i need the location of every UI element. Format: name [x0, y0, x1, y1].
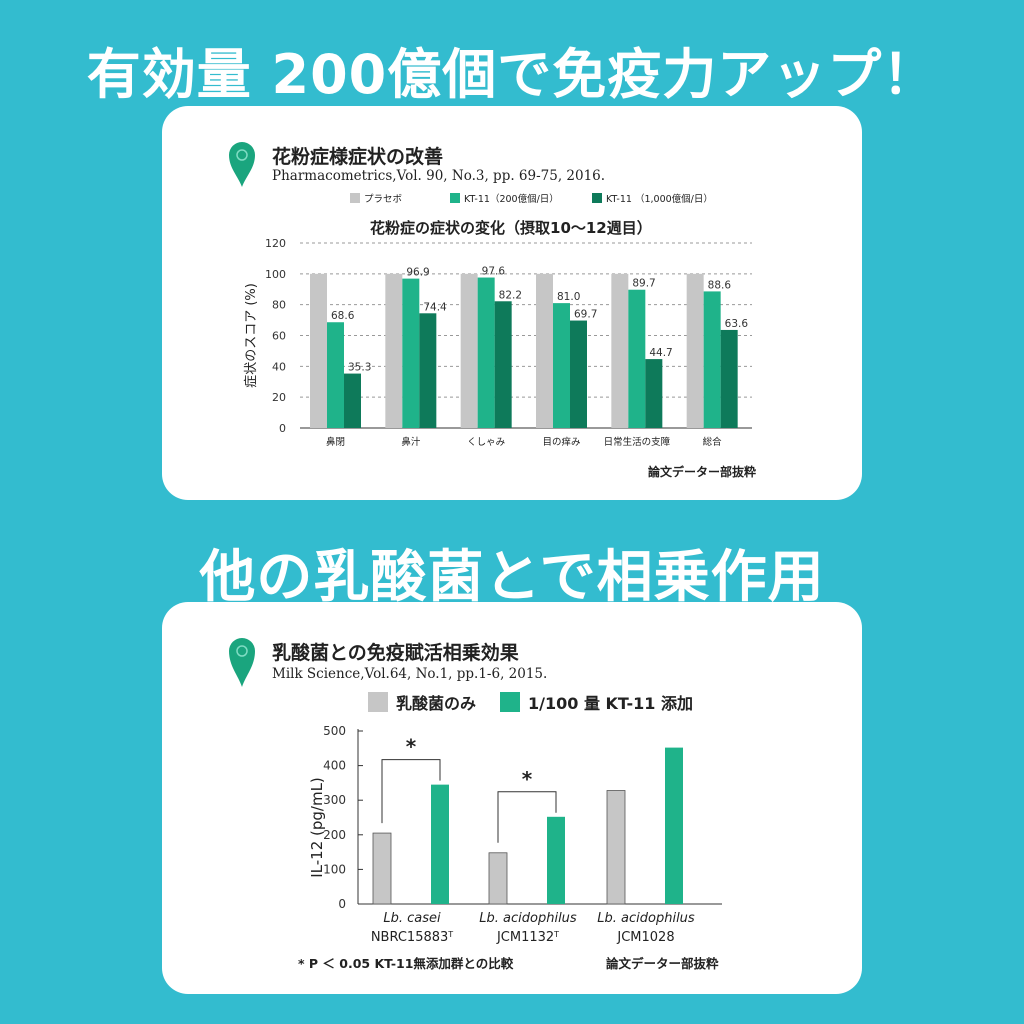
x-tick-label: JCM1028 [616, 930, 674, 945]
bar [419, 313, 437, 428]
bar [488, 852, 508, 905]
y-tick-label: 0 [279, 422, 286, 435]
bar [431, 784, 449, 904]
bar [547, 816, 565, 904]
y-tick-label: 100 [265, 268, 286, 281]
data-label: 63.6 [725, 318, 749, 330]
x-tick-label: 総合 [703, 436, 723, 448]
bar [460, 273, 478, 428]
y-tick-label: 100 [323, 862, 346, 876]
x-tick-label: 鼻閉 [326, 436, 345, 448]
bar [570, 320, 587, 428]
significance-bracket [381, 759, 441, 824]
bar [606, 790, 626, 905]
x-tick-label: 鼻汁 [401, 436, 421, 448]
x-tick-label: くしゃみ [467, 437, 505, 448]
map-pin-icon [229, 142, 255, 187]
significance-bracket [497, 791, 557, 843]
y-axis-label: 症状のスコア (%) [244, 283, 259, 388]
x-tick-label: 目の痒み [542, 436, 580, 448]
bar [385, 273, 403, 428]
y-tick-label: 0 [338, 897, 346, 911]
data-label: 44.7 [649, 347, 672, 359]
data-label: 88.6 [708, 279, 732, 291]
data-label: 68.6 [331, 310, 355, 322]
bar [703, 291, 721, 428]
legend-swatch [350, 193, 360, 203]
y-tick-label: 60 [272, 330, 286, 343]
legend-label: プラセボ [364, 194, 403, 205]
y-axis-label: IL-12 (pg/mL) [308, 777, 326, 878]
data-label: 74.4 [423, 301, 447, 313]
data-label: 89.7 [632, 278, 655, 290]
bar [372, 832, 392, 905]
superscript: T [553, 930, 559, 939]
bar [611, 273, 629, 428]
legend-swatch [500, 692, 520, 712]
footnote: * P ＜ 0.05 KT-11無添加群との比較 [298, 956, 514, 971]
legend-label: KT-11 （1,000億個/日） [606, 193, 713, 205]
legend-swatch [450, 193, 460, 203]
il12-bar-chart: 乳酸菌のみ 1/100 量 KT-11 添加 0 100 200 300 400 500 IL-… [298, 692, 722, 971]
data-label: 35.3 [348, 362, 371, 374]
citation: Pharmacometrics,Vol. 90, No.3, pp. 69-75… [272, 168, 606, 184]
map-pin-icon [229, 638, 255, 687]
bar [553, 303, 570, 428]
bar [536, 273, 553, 428]
y-tick-label: 200 [323, 828, 346, 842]
chart-subtitle: 花粉症の症状の変化（摂取10〜12週目） [370, 219, 652, 237]
x-tick-label: NBRC15883T [371, 930, 453, 946]
bar [477, 277, 495, 428]
bar [628, 289, 646, 428]
bar [720, 329, 738, 428]
headline-middle: 他の乳酸菌とで相乗作用 [199, 545, 825, 610]
chart-panel-synergy: 乳酸菌との免疫賦活相乗効果 Milk Science,Vol.64, No.1,… [162, 602, 862, 994]
bar [686, 273, 704, 428]
bar [402, 278, 420, 428]
y-tick-label: 120 [265, 237, 286, 250]
data-label: 82.2 [499, 289, 522, 301]
x-tick-label: Lb. casei [383, 911, 441, 926]
data-label: 97.6 [482, 266, 506, 278]
significance-mark: * [522, 767, 533, 791]
legend-label: KT-11（200億個/日） [464, 193, 559, 205]
bar [665, 747, 683, 904]
y-tick-label: 300 [323, 793, 346, 807]
legend-swatch [368, 692, 388, 712]
y-tick-label: 500 [323, 724, 346, 738]
bar [327, 322, 344, 428]
chart-title: 花粉症様症状の改善 [272, 146, 444, 168]
superscript: T [447, 930, 453, 939]
data-label: 81.0 [557, 291, 580, 303]
y-tick-label: 400 [323, 759, 346, 773]
data-label: 69.7 [574, 309, 597, 321]
chart-title: 乳酸菌との免疫賦活相乗効果 [272, 642, 519, 664]
bar [645, 359, 663, 428]
bar [344, 373, 361, 428]
legend-label: 1/100 量 KT-11 添加 [528, 694, 693, 713]
legend-swatch [592, 193, 602, 203]
x-tick-label: Lb. acidophilus [597, 911, 695, 926]
legend-label: 乳酸菌のみ [396, 694, 476, 713]
x-tick-label: 日常生活の支障 [604, 436, 671, 448]
citation: Milk Science,Vol.64, No.1, pp.1-6, 2015. [272, 666, 548, 682]
y-tick-label: 40 [272, 360, 286, 373]
footnote: 論文データー部抜粋 [648, 464, 756, 479]
chart-panel-pollen: 花粉症様症状の改善 Pharmacometrics,Vol. 90, No.3,… [162, 106, 862, 500]
pollen-bar-chart: プラセボ KT-11（200億個/日） KT-11 （1,000億個/日） 花粉症の症… [244, 193, 756, 479]
y-tick-label: 80 [272, 299, 286, 312]
x-tick-label: Lb. acidophilus [479, 911, 577, 926]
significance-mark: * [406, 735, 417, 759]
bar [494, 301, 512, 428]
data-label: 96.9 [406, 267, 429, 279]
x-tick-label: JCM1132T [496, 930, 559, 946]
footnote: 論文データー部抜粋 [606, 956, 719, 971]
headline-top: 有効量 200億個で免疫力アップ！ [86, 43, 938, 106]
bar [310, 273, 327, 428]
y-tick-label: 20 [272, 391, 286, 404]
